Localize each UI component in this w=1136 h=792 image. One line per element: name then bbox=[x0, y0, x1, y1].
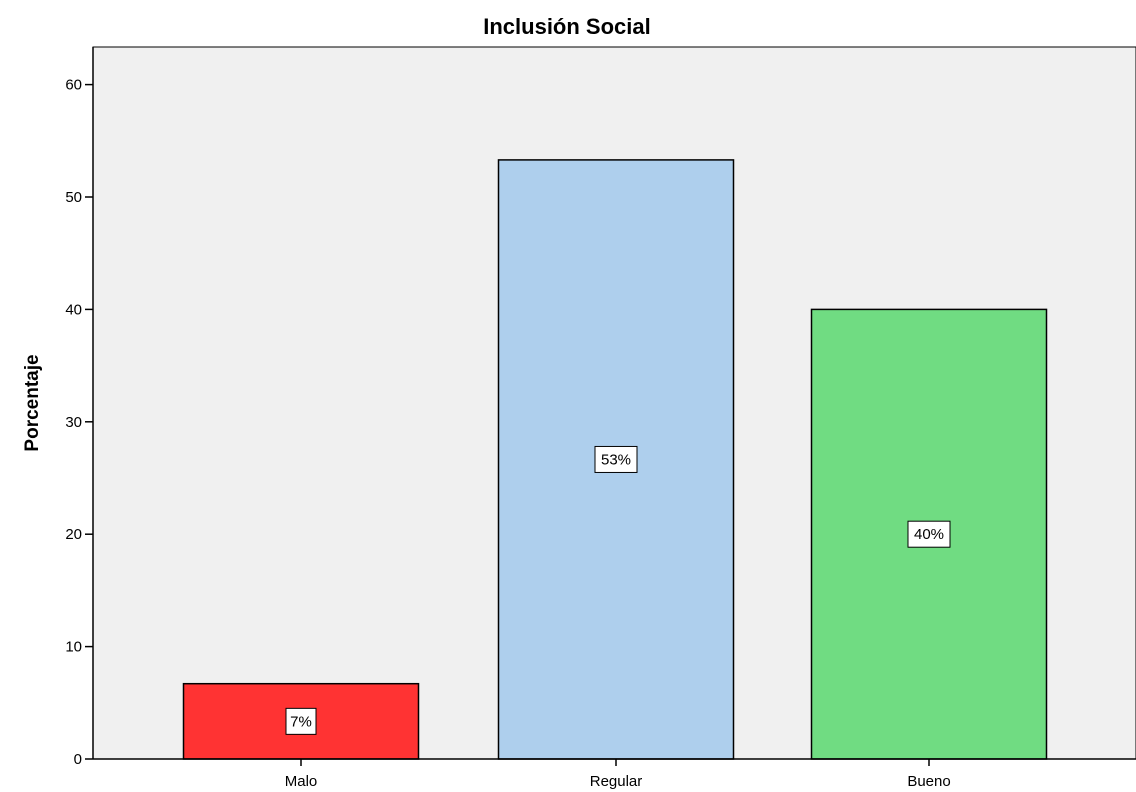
y-tick-label: 60 bbox=[65, 77, 82, 94]
y-axis-label: Porcentaje bbox=[22, 354, 43, 451]
data-label-box bbox=[594, 445, 638, 473]
bar-series: 7% 53% 40% bbox=[182, 159, 1048, 760]
data-label: 53% bbox=[601, 451, 631, 468]
data-label-box bbox=[285, 707, 317, 735]
x-tick-label: Bueno bbox=[907, 773, 950, 790]
y-tick-label: 10 bbox=[65, 639, 82, 656]
x-tick-label: Malo bbox=[285, 773, 318, 790]
y-tick-label: 30 bbox=[65, 414, 82, 431]
y-axis: 0 10 20 30 40 50 60 bbox=[65, 77, 93, 768]
y-tick-label: 40 bbox=[65, 301, 82, 318]
y-tick-label: 20 bbox=[65, 526, 82, 543]
x-tick-label: Regular bbox=[590, 773, 643, 790]
data-label: 7% bbox=[290, 713, 312, 730]
x-axis: Malo Regular Bueno bbox=[285, 759, 951, 790]
data-label: 40% bbox=[914, 526, 944, 543]
y-tick-label: 50 bbox=[65, 189, 82, 206]
y-tick-label: 0 bbox=[74, 751, 82, 768]
data-label-box bbox=[907, 520, 951, 548]
chart-title: Inclusión Social bbox=[483, 14, 650, 39]
